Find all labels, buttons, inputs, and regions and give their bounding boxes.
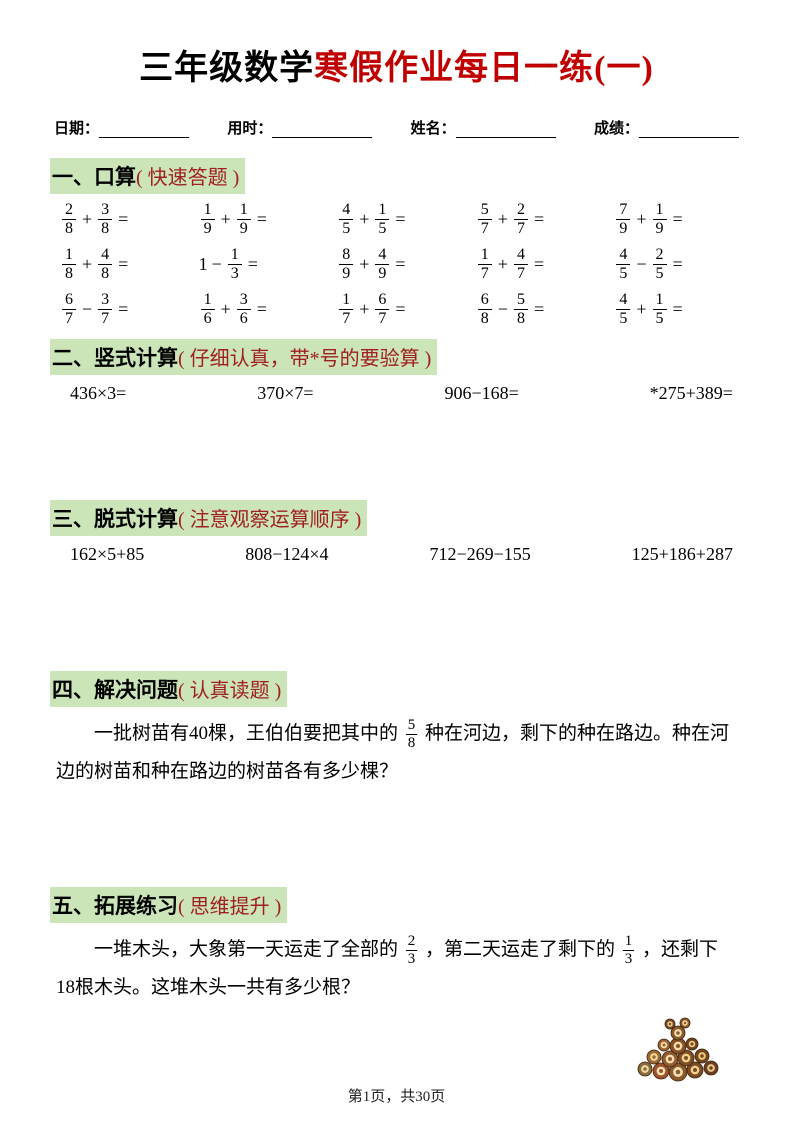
wp2-frac2: 13 bbox=[623, 934, 635, 967]
page-footer: 第1页，共30页 bbox=[0, 1085, 793, 1106]
calc-item: 370×7= bbox=[257, 383, 313, 404]
score-blank[interactable] bbox=[639, 124, 739, 138]
section2-hint: ( 仔细认真，带*号的要验算 ) bbox=[178, 348, 431, 370]
wp1-fraction: 58 bbox=[406, 718, 418, 751]
mental-math-grid: 28+38= 19+19= 45+15= 57+27= 79+19= 18+48= 1−13… bbox=[50, 202, 743, 327]
mental-math-item: 18+48= bbox=[60, 247, 189, 282]
info-name: 姓名： bbox=[411, 117, 556, 138]
info-time: 用时： bbox=[227, 117, 372, 138]
vertical-calc-row: 436×3= 370×7= 906−168= *275+389= bbox=[50, 383, 743, 404]
section4-header: 四、解决问题( 认真读题 ) bbox=[50, 671, 287, 707]
info-date: 日期： bbox=[54, 117, 189, 138]
mental-math-item: 67−37= bbox=[60, 292, 189, 327]
step-calc-row: 162×5+85 808−124×4 712−269−155 125+186+2… bbox=[50, 544, 743, 565]
mental-math-item: 45+15= bbox=[337, 202, 466, 237]
calc-item: 436×3= bbox=[70, 383, 126, 404]
info-row: 日期： 用时： 姓名： 成绩： bbox=[50, 117, 743, 138]
section5-title: 五、拓展练习 bbox=[52, 894, 178, 918]
word-problem-2: 一堆木头，大象第一天运走了全部的 23 ，第二天运走了剩下的 13 ，还剩下18… bbox=[50, 931, 743, 1007]
section1-header: 一、口算( 快速答题 ) bbox=[50, 158, 245, 194]
section2-header: 二、竖式计算( 仔细认真，带*号的要验算 ) bbox=[50, 339, 437, 375]
name-blank[interactable] bbox=[456, 124, 556, 138]
time-label: 用时： bbox=[227, 117, 272, 138]
wp2-p1: 一堆木头，大象第一天运走了全部的 bbox=[94, 939, 403, 960]
section3-hint: ( 注意观察运算顺序 ) bbox=[178, 509, 361, 531]
calc-item: 712−269−155 bbox=[429, 544, 530, 565]
mental-math-item: 79+19= bbox=[614, 202, 743, 237]
date-blank[interactable] bbox=[99, 124, 189, 138]
date-label: 日期： bbox=[54, 117, 99, 138]
title-black: 三年级数学 bbox=[139, 50, 314, 87]
calc-item: *275+389= bbox=[650, 383, 733, 404]
info-score: 成绩： bbox=[594, 117, 739, 138]
mental-math-item: 28+38= bbox=[60, 202, 189, 237]
mental-math-item: 45+15= bbox=[614, 292, 743, 327]
mental-math-item: 45−25= bbox=[614, 247, 743, 282]
section5-hint: ( 思维提升 ) bbox=[178, 896, 281, 918]
calc-item: 808−124×4 bbox=[245, 544, 328, 565]
mental-math-item: 1−13= bbox=[199, 247, 328, 282]
section5-header: 五、拓展练习( 思维提升 ) bbox=[50, 887, 287, 923]
section1-hint: ( 快速答题 ) bbox=[136, 167, 239, 189]
calc-item: 906−168= bbox=[444, 383, 518, 404]
title-red: 寒假作业每日一练(一) bbox=[314, 50, 654, 87]
mental-math-item: 19+19= bbox=[199, 202, 328, 237]
woodpile-icon bbox=[623, 1007, 733, 1082]
section1-title: 一、口算 bbox=[52, 165, 136, 189]
mental-math-item: 16+36= bbox=[199, 292, 328, 327]
mental-math-item: 57+27= bbox=[476, 202, 605, 237]
page-title: 三年级数学寒假作业每日一练(一) bbox=[50, 40, 743, 89]
time-blank[interactable] bbox=[272, 124, 372, 138]
calc-item: 125+186+287 bbox=[632, 544, 733, 565]
mental-math-item: 89+49= bbox=[337, 247, 466, 282]
mental-math-item: 17+47= bbox=[476, 247, 605, 282]
mental-math-item: 17+67= bbox=[337, 292, 466, 327]
section4-title: 四、解决问题 bbox=[52, 678, 178, 702]
score-label: 成绩： bbox=[594, 117, 639, 138]
wp1-before: 一批树苗有40棵，王伯伯要把其中的 bbox=[94, 723, 403, 744]
calc-item: 162×5+85 bbox=[70, 544, 144, 565]
section3-header: 三、脱式计算( 注意观察运算顺序 ) bbox=[50, 500, 367, 536]
section3-title: 三、脱式计算 bbox=[52, 507, 178, 531]
wp2-frac1: 23 bbox=[406, 934, 418, 967]
section4-hint: ( 认真读题 ) bbox=[178, 680, 281, 702]
word-problem-1: 一批树苗有40棵，王伯伯要把其中的 58 种在河边，剩下的种在路边。种在河边的树… bbox=[50, 715, 743, 791]
wp2-p2: ，第二天运走了剩下的 bbox=[420, 939, 620, 960]
section2-title: 二、竖式计算 bbox=[52, 346, 178, 370]
name-label: 姓名： bbox=[411, 117, 456, 138]
mental-math-item: 68−58= bbox=[476, 292, 605, 327]
